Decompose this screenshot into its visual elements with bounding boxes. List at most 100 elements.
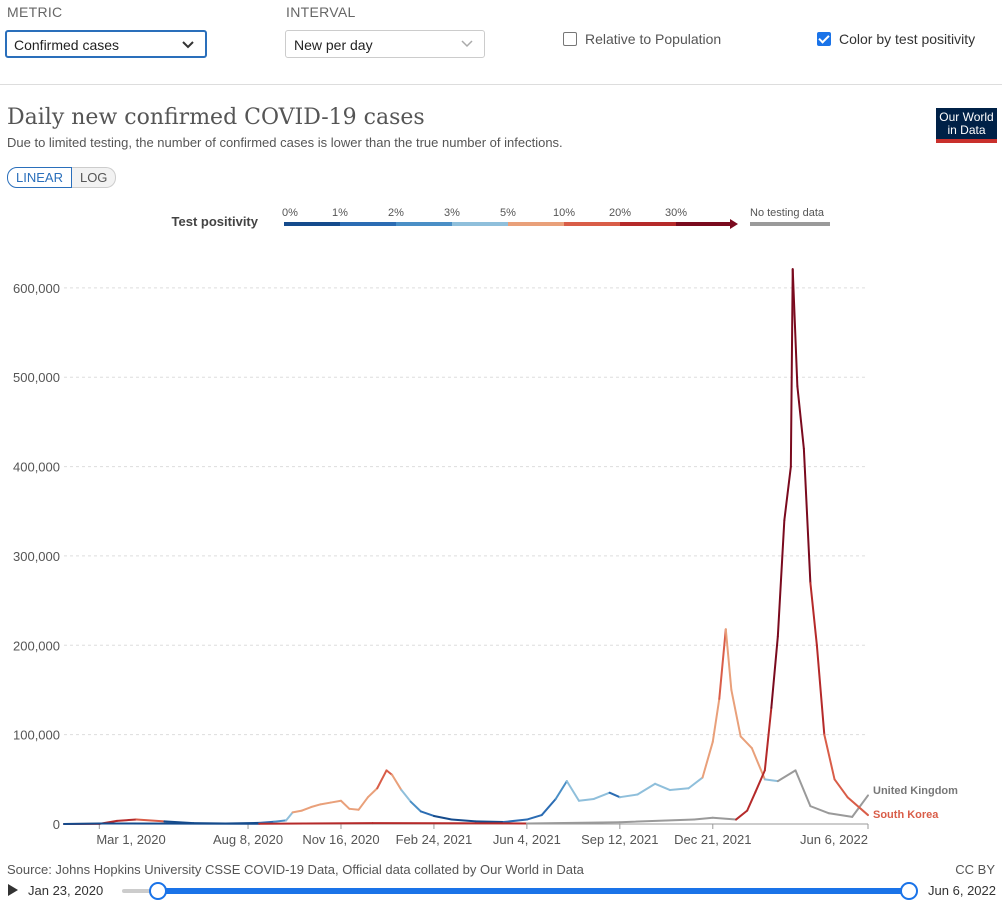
series-segment: [796, 385, 805, 450]
logo-line2: in Data: [947, 123, 986, 137]
series-segment: [376, 769, 388, 790]
series-lines: [63, 268, 869, 825]
series-segment: [300, 806, 313, 812]
series-segment: [846, 796, 869, 817]
x-tick-label: Nov 16, 2020: [302, 832, 379, 847]
series-segment: [763, 778, 779, 783]
series-segment: [366, 787, 379, 799]
series-segment: [592, 791, 611, 800]
legend-title: Test positivity: [172, 214, 259, 229]
legend-stop-label: 10%: [553, 207, 575, 219]
series-segment: [636, 782, 657, 796]
timeline: Jan 23, 2020 Jun 6, 2022: [0, 878, 1002, 900]
series-segment: [258, 822, 374, 825]
x-tick-label: Feb 24, 2021: [396, 832, 473, 847]
series-segment: [763, 706, 773, 772]
series-segment: [783, 465, 792, 522]
series-segment: [693, 816, 714, 821]
series-segment: [776, 769, 797, 783]
owid-logo[interactable]: Our World in Data: [936, 108, 997, 143]
legend-stop-label: 2%: [388, 207, 404, 219]
series-segment: [577, 797, 595, 802]
chart-subtitle: Due to limited testing, the number of co…: [7, 135, 563, 150]
series-labels: United Kingdom South Korea: [873, 785, 958, 821]
log-scale-button[interactable]: LOG: [71, 167, 117, 188]
y-tick-label: 400,000: [13, 460, 60, 475]
series-segment: [669, 787, 690, 792]
series-segment: [339, 799, 351, 810]
series-segment: [746, 790, 757, 812]
play-icon[interactable]: [8, 884, 18, 896]
series-segment: [554, 780, 568, 800]
color-label: Color by test positivity: [839, 31, 976, 47]
metric-dropdown[interactable]: Confirmed cases: [5, 30, 207, 58]
series-segment: [385, 769, 394, 776]
series-segment: [754, 769, 766, 793]
series-segment: [565, 780, 580, 802]
series-segment: [718, 628, 727, 700]
series-segment: [794, 769, 812, 808]
series-segment: [357, 796, 369, 811]
legend-stop-label: 1%: [332, 207, 348, 219]
legend-no-data-swatch: [750, 222, 830, 226]
series-segment: [291, 809, 303, 814]
legend-arrow: [730, 219, 738, 229]
x-axis: Mar 1, 2020 Aug 8, 2020 Nov 16, 2020 Feb 24…: [96, 824, 869, 847]
timeline-range[interactable]: [157, 888, 908, 894]
series-end-label: South Korea: [873, 809, 939, 821]
checkbox-checked-icon[interactable]: [817, 32, 831, 46]
chart-title: Daily new confirmed COVID-19 cases: [7, 105, 425, 130]
x-tick-label: Jun 6, 2022: [800, 832, 868, 847]
series-segment: [391, 773, 403, 792]
chevron-down-icon: [461, 40, 473, 48]
series-segment: [115, 818, 138, 822]
series-segment: [851, 794, 869, 818]
timeline-start-date: Jan 23, 2020: [28, 883, 104, 898]
interval-dropdown[interactable]: New per day: [285, 30, 485, 58]
relative-label: Relative to Population: [585, 31, 722, 47]
series-segment: [348, 807, 360, 811]
legend-stop-label: 20%: [609, 207, 631, 219]
scale-toggle: LINEAR LOG: [7, 167, 117, 188]
timeline-start-handle[interactable]: [149, 882, 167, 900]
legend-swatch: [284, 222, 340, 226]
legend-swatch: [452, 222, 508, 226]
timeline-end-date: Jun 6, 2022: [928, 883, 996, 898]
series-segment: [809, 581, 818, 647]
series-segment: [739, 735, 753, 750]
relative-to-population-checkbox[interactable]: Relative to Population: [563, 31, 721, 47]
legend-no-data-label: No testing data: [750, 207, 825, 219]
legend-stop-label: 0%: [282, 207, 298, 219]
series-segment: [823, 733, 836, 781]
checkbox-unchecked-icon[interactable]: [563, 32, 577, 46]
color-by-positivity-checkbox[interactable]: Color by test positivity: [817, 31, 975, 47]
controls-bar: METRIC Confirmed cases INTERVAL New per …: [0, 0, 1002, 85]
series-segment: [285, 811, 294, 822]
interval-value: New per day: [294, 37, 373, 53]
series-segment: [809, 805, 830, 815]
series-segment: [329, 799, 342, 804]
legend-swatch: [396, 222, 452, 226]
series-segment: [400, 789, 412, 803]
series-segment: [273, 819, 288, 823]
license-link[interactable]: CC BY: [955, 862, 995, 877]
legend-stop-label: 3%: [444, 207, 460, 219]
series-segment: [310, 803, 322, 809]
series-segment: [474, 820, 505, 824]
series-segment: [618, 818, 696, 824]
linear-scale-button[interactable]: LINEAR: [7, 167, 72, 188]
series-segment: [770, 635, 779, 709]
series-segment: [409, 800, 422, 813]
series-segment: [432, 814, 453, 821]
series-segment: [618, 793, 639, 799]
y-tick-label: 100,000: [13, 728, 60, 743]
y-tick-label: 300,000: [13, 549, 60, 564]
legend-stop-label: 30%: [665, 207, 687, 219]
metric-value: Confirmed cases: [14, 37, 120, 53]
series-segment: [687, 776, 704, 790]
timeline-end-handle[interactable]: [900, 882, 918, 900]
series-segment: [525, 821, 621, 825]
series-segment: [63, 822, 101, 825]
series-segment: [608, 791, 621, 799]
y-tick-label: 200,000: [13, 638, 60, 653]
